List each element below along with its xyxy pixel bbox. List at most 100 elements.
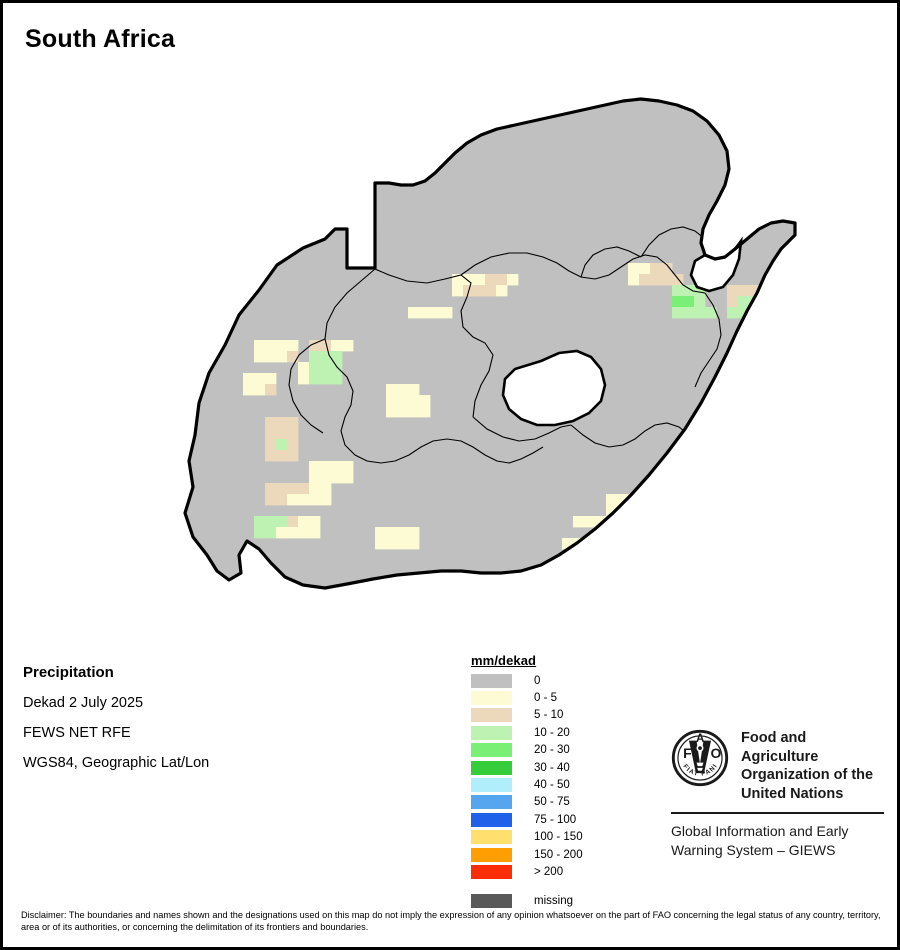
raster-cell <box>342 340 354 352</box>
raster-cell <box>276 351 288 363</box>
legend-label-4: 20 - 30 <box>534 744 570 757</box>
raster-cell <box>408 406 420 418</box>
raster-cell <box>650 274 662 286</box>
raster-cell <box>496 285 508 297</box>
raster-cell <box>375 527 387 539</box>
raster-cell <box>496 274 508 286</box>
raster-cell <box>738 285 750 297</box>
raster-cell <box>276 450 288 462</box>
raster-cell <box>727 307 739 319</box>
raster-cell <box>595 538 607 550</box>
raster-cell <box>738 307 750 319</box>
legend-item-8[interactable]: 75 - 100 <box>471 811 583 828</box>
legend-item-1[interactable]: 0 - 5 <box>471 689 583 706</box>
raster-cell <box>760 296 772 308</box>
raster-cell <box>287 516 299 528</box>
legend-item-0[interactable]: 0 <box>471 672 583 689</box>
raster-cell <box>419 395 431 407</box>
raster-cell <box>738 296 750 308</box>
raster-cell <box>397 406 409 418</box>
raster-cell <box>804 373 811 384</box>
raster-cell <box>463 274 475 286</box>
raster-cell <box>760 340 772 352</box>
raster-cell <box>760 285 772 297</box>
raster-cell <box>672 472 684 484</box>
raster-cell <box>595 516 607 528</box>
raster-cell <box>397 538 409 550</box>
raster-cell <box>661 274 673 286</box>
raster-cell <box>727 406 739 418</box>
raster-cell <box>309 351 321 363</box>
svg-text:A: A <box>696 732 705 745</box>
legend-swatch-0 <box>471 673 512 688</box>
raster-cell <box>287 351 299 363</box>
raster-cell <box>628 505 640 517</box>
raster-cell <box>804 351 811 362</box>
legend-swatch-8 <box>471 812 512 827</box>
raster-cell <box>661 263 673 275</box>
raster-cell <box>287 417 299 429</box>
raster-cell <box>683 285 695 297</box>
legend-swatch-7 <box>471 795 512 810</box>
raster-cell <box>672 307 684 319</box>
raster-cell <box>683 307 695 319</box>
raster-cell <box>584 516 596 528</box>
legend-label-7: 50 - 75 <box>534 796 570 809</box>
legend-swatch-1 <box>471 691 512 706</box>
raster-cell <box>386 538 398 550</box>
raster-cell <box>760 307 772 319</box>
legend-item-11[interactable]: > 200 <box>471 863 583 880</box>
raster-cell <box>276 439 288 451</box>
fao-name-line-1: Food and Agriculture <box>741 730 819 765</box>
raster-cell <box>320 494 332 506</box>
raster-cell <box>265 450 277 462</box>
legend-item-2[interactable]: 5 - 10 <box>471 707 583 724</box>
legend-item-10[interactable]: 150 - 200 <box>471 846 583 863</box>
raster-cell <box>408 538 420 550</box>
map-svg[interactable] <box>89 43 811 618</box>
legend-label-5: 30 - 40 <box>534 761 570 774</box>
raster-cell <box>760 362 772 374</box>
raster-cell <box>309 527 321 539</box>
raster-cell <box>298 527 310 539</box>
legend-item-4[interactable]: 20 - 30 <box>471 742 583 759</box>
raster-cell <box>265 373 277 385</box>
raster-cell <box>331 362 343 374</box>
legend-item-9[interactable]: 100 - 150 <box>471 829 583 846</box>
province-boundaries <box>288 226 722 496</box>
raster-cell <box>760 384 772 396</box>
raster-cell <box>287 439 299 451</box>
raster-cell <box>320 362 332 374</box>
legend-item-5[interactable]: 30 - 40 <box>471 759 583 776</box>
precipitation-map[interactable] <box>89 43 811 618</box>
raster-cell <box>804 340 811 351</box>
raster-cell <box>771 362 783 374</box>
raster-cell <box>749 340 761 352</box>
raster-cell <box>254 384 266 396</box>
raster-cell <box>760 351 772 363</box>
raster-cell <box>672 296 684 308</box>
raster-cell <box>408 527 420 539</box>
raster-cell <box>265 439 277 451</box>
raster-cell <box>771 329 783 341</box>
legend-label-2: 5 - 10 <box>534 709 564 722</box>
raster-cell <box>309 494 321 506</box>
legend-item-7[interactable]: 50 - 75 <box>471 794 583 811</box>
raster-cell <box>771 307 783 319</box>
legend-item-3[interactable]: 10 - 20 <box>471 724 583 741</box>
legend-item-missing[interactable]: missing <box>471 893 583 910</box>
legend-item-6[interactable]: 40 - 50 <box>471 776 583 793</box>
legend-spacer <box>471 881 583 893</box>
raster-cell <box>254 373 266 385</box>
legend-items: 0 0 - 5 5 - 10 10 - 20 20 - 30 30 - 40 40 - 50… <box>471 672 583 881</box>
raster-cell <box>276 494 288 506</box>
raster-cell <box>265 428 277 440</box>
raster-cell <box>694 296 706 308</box>
raster-cell <box>782 351 794 363</box>
raster-cell <box>265 494 277 506</box>
raster-cell <box>694 439 706 451</box>
raster-cell <box>419 406 431 418</box>
raster-cell <box>705 439 717 451</box>
raster-cell <box>265 516 277 528</box>
raster-cell <box>782 384 794 396</box>
